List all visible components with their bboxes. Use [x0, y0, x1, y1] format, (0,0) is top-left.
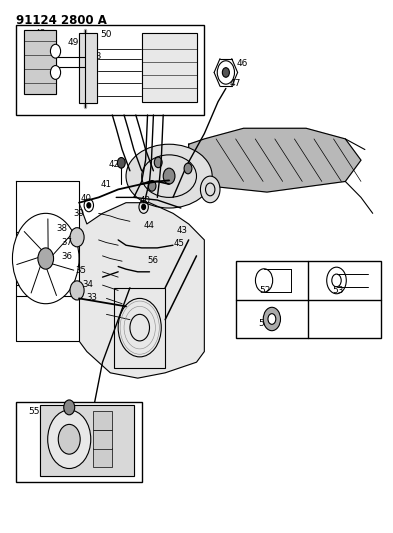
Circle shape — [141, 204, 145, 209]
Bar — [114, 288, 165, 368]
Text: 43: 43 — [91, 52, 102, 61]
Polygon shape — [114, 288, 165, 368]
Text: 34: 34 — [82, 279, 93, 288]
Text: 33: 33 — [86, 293, 97, 302]
Text: 91124 2800 A: 91124 2800 A — [17, 14, 107, 27]
Polygon shape — [79, 33, 97, 103]
Circle shape — [268, 314, 276, 324]
Text: 50: 50 — [101, 30, 112, 39]
Text: 51: 51 — [150, 47, 161, 55]
Polygon shape — [24, 30, 55, 94]
Bar — [17, 25, 204, 115]
Bar — [79, 33, 97, 103]
Circle shape — [154, 157, 162, 168]
Polygon shape — [17, 181, 79, 341]
Text: 44: 44 — [143, 221, 154, 230]
Bar — [141, 33, 196, 102]
Bar — [93, 411, 112, 430]
Circle shape — [70, 228, 84, 247]
Ellipse shape — [126, 144, 212, 208]
Text: 55: 55 — [28, 407, 40, 416]
Circle shape — [263, 308, 281, 330]
Circle shape — [163, 168, 175, 184]
Circle shape — [87, 203, 91, 208]
Text: 48: 48 — [34, 29, 46, 38]
Text: 52: 52 — [259, 286, 271, 295]
Polygon shape — [75, 192, 204, 378]
Text: 49: 49 — [68, 38, 79, 47]
Polygon shape — [40, 405, 134, 477]
Text: 35: 35 — [75, 266, 86, 274]
Bar — [24, 30, 55, 94]
Circle shape — [48, 410, 91, 469]
Circle shape — [38, 248, 53, 269]
Text: 39: 39 — [73, 209, 84, 218]
Bar — [40, 405, 134, 477]
Text: 40: 40 — [81, 194, 92, 203]
Text: 47: 47 — [230, 78, 241, 87]
Circle shape — [148, 181, 156, 191]
Text: 42: 42 — [109, 160, 120, 169]
Circle shape — [200, 176, 220, 203]
Circle shape — [222, 68, 230, 77]
Circle shape — [58, 424, 80, 454]
Text: 45: 45 — [173, 239, 184, 248]
Text: 36: 36 — [61, 253, 72, 261]
Text: 45: 45 — [77, 471, 88, 479]
Polygon shape — [189, 128, 361, 192]
Polygon shape — [141, 33, 196, 102]
Bar — [236, 261, 380, 338]
Circle shape — [64, 400, 75, 415]
Text: 53: 53 — [332, 286, 344, 295]
Text: 41: 41 — [101, 180, 112, 189]
Text: 38: 38 — [56, 224, 67, 233]
Bar — [93, 448, 112, 467]
Circle shape — [50, 66, 61, 79]
Text: 43: 43 — [176, 227, 187, 236]
Text: 40: 40 — [139, 196, 150, 205]
Text: 37: 37 — [62, 238, 73, 247]
Circle shape — [70, 281, 84, 300]
Text: 56: 56 — [147, 256, 158, 264]
Bar — [17, 402, 141, 482]
Text: 54: 54 — [258, 319, 270, 328]
Bar — [93, 430, 112, 449]
Text: 46: 46 — [237, 59, 248, 68]
Circle shape — [184, 163, 192, 174]
Circle shape — [118, 158, 125, 168]
Circle shape — [13, 213, 79, 304]
Circle shape — [50, 44, 61, 58]
